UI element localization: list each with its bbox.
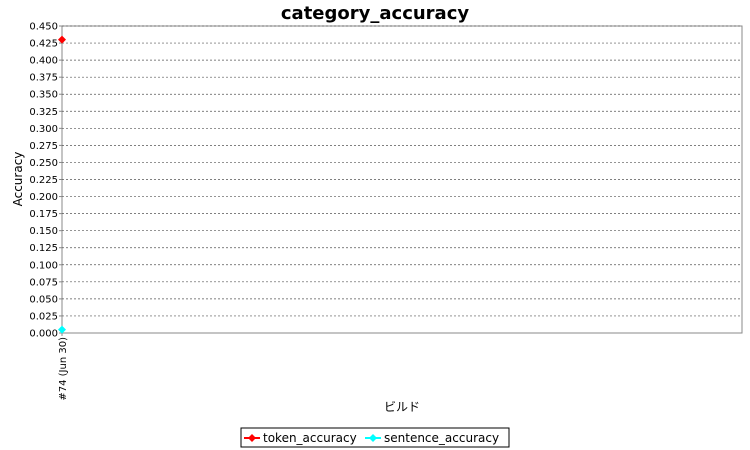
y-tick-label: 0.275 (29, 141, 58, 152)
y-tick-label: 0.150 (29, 226, 58, 237)
y-tick-label: 0.425 (29, 39, 58, 50)
chart-title: category_accuracy (281, 3, 469, 24)
y-tick-label: 0.300 (29, 124, 58, 135)
y-tick-label: 0.350 (29, 90, 58, 101)
legend-label-token_accuracy: token_accuracy (263, 431, 357, 445)
legend-marker-sentence_accuracy (369, 434, 377, 442)
grid-lines (62, 25, 742, 317)
y-tick-label: 0.175 (29, 209, 58, 220)
y-tick-label: 0.100 (29, 260, 58, 271)
y-tick-label: 0.200 (29, 192, 58, 203)
y-axis-label: Accuracy (11, 152, 25, 207)
y-tick-label: 0.400 (29, 56, 58, 67)
y-axis-ticks: 0.000 0.025 0.050 0.075 0.100 0.125 0.150 0.175… (29, 22, 62, 340)
series-layer (58, 35, 66, 334)
y-tick-label: 0.250 (29, 158, 58, 169)
data-point-sentence_accuracy (58, 325, 66, 334)
y-tick-label: 0.375 (29, 73, 58, 84)
y-tick-label: 0.325 (29, 107, 58, 118)
y-tick-label: 0.000 (29, 329, 58, 340)
legend-label-sentence_accuracy: sentence_accuracy (384, 431, 499, 445)
x-axis-label: ビルド (384, 400, 420, 414)
y-tick-label: 0.450 (29, 22, 58, 33)
data-point-token_accuracy (58, 35, 66, 44)
y-tick-label: 0.025 (29, 311, 58, 322)
x-tick-label: #74 (Jun 30) (58, 337, 69, 401)
y-tick-label: 0.225 (29, 175, 58, 186)
x-axis-ticks: #74 (Jun 30) (58, 333, 69, 401)
legend-marker-token_accuracy (248, 434, 256, 442)
y-tick-label: 0.125 (29, 243, 58, 254)
y-tick-label: 0.050 (29, 294, 58, 305)
y-tick-label: 0.075 (29, 277, 58, 288)
legend: token_accuracy sentence_accuracy (244, 431, 499, 445)
